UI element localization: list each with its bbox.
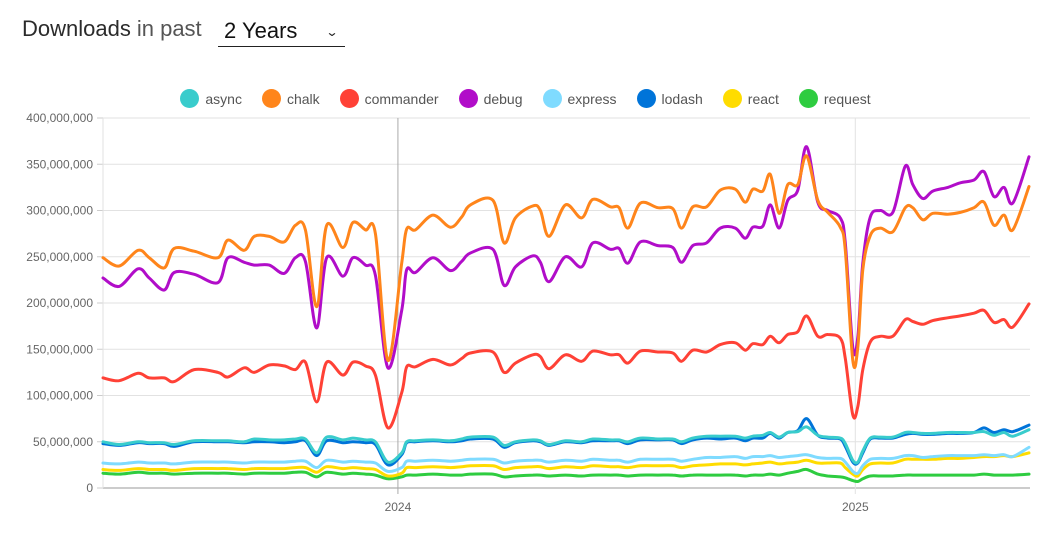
legend-label: lodash	[661, 90, 703, 107]
period-select[interactable]: 2 Years ⌄	[218, 16, 345, 47]
y-tick-label: 300,000,000	[26, 204, 93, 218]
series-line-express	[101, 445, 1031, 476]
legend-item-commander[interactable]: commander	[339, 89, 439, 108]
legend-swatch-icon	[722, 89, 742, 108]
legend-item-async[interactable]: async	[180, 89, 242, 108]
legend-item-debug[interactable]: debug	[458, 89, 523, 108]
y-tick-label: 400,000,000	[26, 111, 93, 125]
series-line-request	[101, 467, 1031, 484]
series-line-debug	[101, 145, 1031, 370]
y-tick-label: 100,000,000	[26, 389, 93, 403]
chevron-down-icon: ⌄	[325, 25, 339, 39]
title-in-past: in past	[136, 16, 202, 41]
legend-swatch-icon	[261, 89, 281, 108]
legend-item-react[interactable]: react	[722, 89, 779, 108]
y-tick-label: 250,000,000	[26, 250, 93, 264]
x-tick-label: 2025	[842, 500, 869, 514]
y-tick-label: 200,000,000	[26, 296, 93, 310]
y-tick-label: 50,000,000	[33, 435, 93, 449]
legend-swatch-icon	[542, 89, 562, 108]
legend-swatch-icon	[180, 89, 200, 108]
legend-label: commander	[364, 90, 439, 107]
period-value: 2 Years	[224, 18, 298, 43]
legend-label: request	[823, 90, 871, 107]
title-downloads: Downloads	[22, 16, 131, 41]
series-line-react	[101, 451, 1031, 478]
legend-label: debug	[483, 90, 523, 107]
series-line-commander	[101, 302, 1031, 430]
legend-label: express	[567, 90, 617, 107]
series-line-async	[101, 425, 1031, 465]
y-tick-label: 0	[86, 481, 93, 495]
x-tick-label: 2024	[385, 500, 412, 514]
legend-swatch-icon	[636, 89, 656, 108]
legend-label: react	[747, 90, 779, 107]
y-tick-label: 150,000,000	[26, 342, 93, 356]
y-tick-label: 350,000,000	[26, 157, 93, 171]
page-title: Downloads in past	[22, 16, 202, 42]
legend-item-lodash[interactable]: lodash	[636, 89, 703, 108]
legend-swatch-icon	[798, 89, 818, 108]
legend-label: async	[205, 90, 242, 107]
series-line-chalk	[101, 154, 1031, 369]
legend-item-request[interactable]: request	[798, 89, 871, 108]
chart-legend: async chalk commander debug express lodash rea…	[0, 89, 1051, 108]
legend-item-chalk[interactable]: chalk	[261, 89, 320, 108]
legend-swatch-icon	[339, 89, 359, 108]
legend-item-express[interactable]: express	[542, 89, 617, 108]
legend-swatch-icon	[458, 89, 478, 108]
legend-label: chalk	[286, 90, 320, 107]
